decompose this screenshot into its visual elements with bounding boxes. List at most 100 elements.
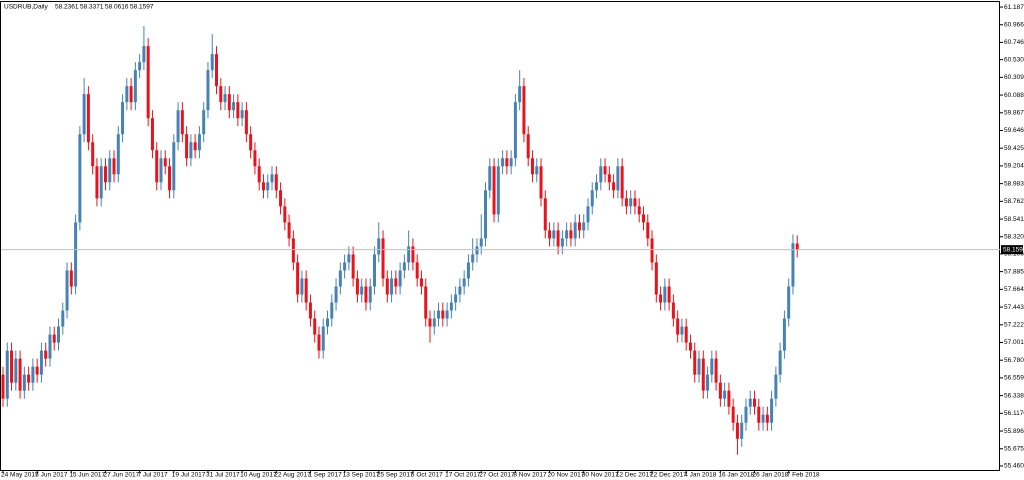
candle-body [300,278,304,295]
candle-body [757,406,761,423]
candle-body [48,334,52,359]
candle-body [787,286,791,319]
candle-body [69,270,73,287]
candle-body [360,286,364,295]
header-open: 58.2361 [55,4,79,11]
x-tick-label: 26 Jan 2018 [753,472,789,479]
candle-body [740,422,744,439]
candle-body [526,134,530,159]
y-tick-label: 60.3095 [1004,74,1024,81]
candle-body [629,198,633,207]
candle-body [633,198,637,207]
candle-body [731,406,735,423]
candle-body [296,262,300,295]
price-box [1001,245,1023,255]
candle-body [488,166,492,191]
candle-body [210,54,214,71]
x-tick-label: 25 Sep 2017 [377,472,414,479]
candle-body [150,118,154,151]
candle-body [569,230,573,239]
candle-body [91,142,95,167]
x-tick-label: 16 Jan 2018 [718,472,754,479]
candle-body [121,102,125,135]
candle-body [347,254,351,263]
candle-body [518,86,522,103]
candle-body [390,278,394,295]
candle-body [466,262,470,279]
candle-body [646,222,650,239]
candle-body [441,310,445,319]
candle-body [795,243,799,250]
candle-body [279,190,283,207]
candle-body [52,334,56,343]
candle-body [227,94,231,111]
candle-body [586,206,590,223]
candle-body [244,110,248,135]
candle-body [180,110,184,135]
candle-body [10,350,14,383]
candle-body [172,142,176,191]
candle-body [449,302,453,311]
candle-body [44,350,48,359]
candle-body [343,262,347,271]
candle-body [95,166,99,199]
candle-body [334,286,338,303]
candle-body [710,358,714,375]
candle-body [338,270,342,287]
candle-body [492,166,496,215]
candle-body [407,246,411,263]
candle-body [667,286,671,303]
candle-body [394,278,398,287]
candle-body [283,206,287,223]
candle-body [185,134,189,159]
x-tick-label: 22 Dec 2017 [650,472,687,479]
candle-body [133,70,137,103]
candle-body [723,390,727,399]
candle-body [176,110,180,143]
candle-body [1,374,5,399]
candle-body [484,190,488,239]
candle-body [782,318,786,351]
candle-body [727,390,731,407]
candle-body [428,318,432,327]
candle-body [206,70,210,111]
candle-body [103,166,107,183]
x-tick-label: 1 Sep 2017 [308,472,342,479]
candle-body [14,358,18,383]
candle-body [556,230,560,247]
candle-body [65,270,69,311]
candle-body [424,286,428,319]
x-tick-label: 27 Oct 2017 [479,472,515,479]
candle-body [509,158,513,167]
candle-body [612,182,616,191]
candle-body [138,62,142,71]
candle-body [35,366,39,375]
candle-body [765,414,769,423]
x-tick-label: 22 Aug 2017 [274,472,311,479]
candle-body [155,150,159,183]
candle-body [308,302,312,319]
y-tick-label: 55.4605 [1004,463,1024,470]
candle-body [565,230,569,239]
candle-body [240,110,244,119]
x-tick-label: 12 Dec 2017 [616,472,653,479]
candle-body [475,246,479,255]
candle-body [590,190,594,207]
candle-body [748,398,752,407]
y-tick-label: 60.7460 [1004,39,1024,46]
y-tick-label: 57.0010 [1004,339,1024,346]
candle-body [761,414,765,423]
candle-body [257,166,261,183]
candle-body [253,150,257,167]
candle-body [189,142,193,159]
candle-body [274,174,278,191]
y-tick-label: 56.7800 [1004,357,1024,364]
candle-body [86,94,90,143]
